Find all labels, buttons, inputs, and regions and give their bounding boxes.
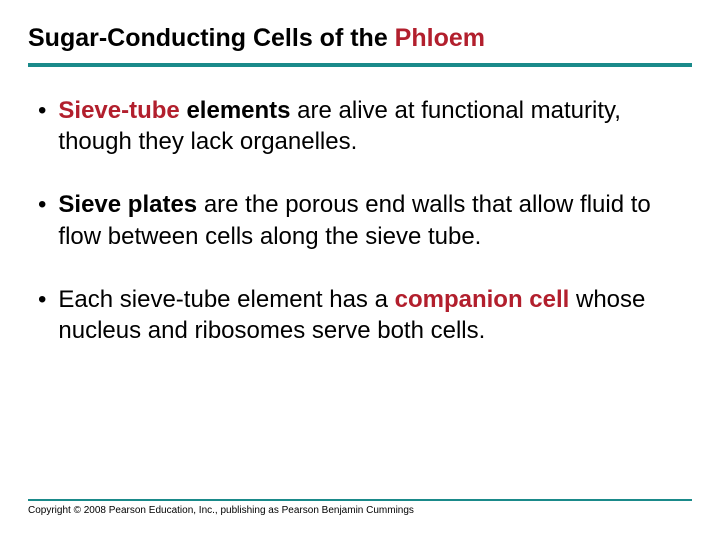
copyright-text: Copyright © 2008 Pearson Education, Inc.… xyxy=(28,505,692,516)
bullet-marker-icon: • xyxy=(38,284,46,315)
footer-rule: Copyright © 2008 Pearson Education, Inc.… xyxy=(28,499,692,516)
slide-title: Sugar-Conducting Cells of the Phloem xyxy=(28,24,692,67)
bullet-text: Sieve plates are the porous end walls th… xyxy=(58,189,686,251)
title-prefix: Sugar-Conducting Cells of the xyxy=(28,24,395,52)
bullet-part: Sieve-tube xyxy=(58,97,179,124)
bullet-part: elements xyxy=(180,97,291,124)
bullet-item: • Sieve plates are the porous end walls … xyxy=(34,189,686,251)
bullet-item: • Each sieve-tube element has a companio… xyxy=(34,284,686,346)
bullet-text: Sieve-tube elements are alive at functio… xyxy=(58,95,686,157)
bullet-part: Each sieve-tube element has a xyxy=(58,286,394,313)
bullet-part: Sieve plates xyxy=(58,191,197,218)
bullet-marker-icon: • xyxy=(38,95,46,126)
slide-content: • Sieve-tube elements are alive at funct… xyxy=(28,67,692,346)
bullet-marker-icon: • xyxy=(38,189,46,220)
bullet-text: Each sieve-tube element has a companion … xyxy=(58,284,686,346)
bullet-item: • Sieve-tube elements are alive at funct… xyxy=(34,95,686,157)
title-accent-word: Phloem xyxy=(395,24,485,52)
bullet-part: companion cell xyxy=(395,286,570,313)
slide-container: Sugar-Conducting Cells of the Phloem • S… xyxy=(0,0,720,540)
slide-footer: Copyright © 2008 Pearson Education, Inc.… xyxy=(28,499,692,516)
